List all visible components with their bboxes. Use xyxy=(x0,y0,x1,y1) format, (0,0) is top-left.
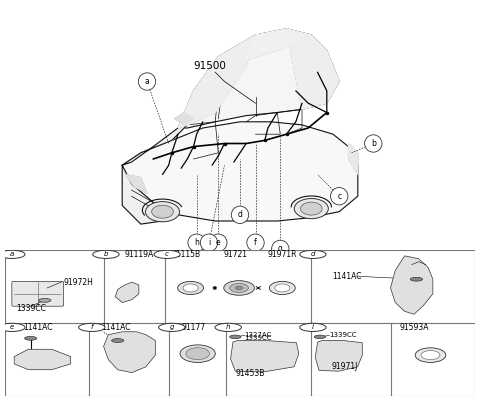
Circle shape xyxy=(154,250,180,258)
Circle shape xyxy=(215,323,241,332)
Circle shape xyxy=(410,277,422,281)
Polygon shape xyxy=(175,112,193,125)
Ellipse shape xyxy=(152,205,173,218)
Circle shape xyxy=(231,206,249,224)
Ellipse shape xyxy=(294,198,328,219)
Circle shape xyxy=(188,234,205,251)
Polygon shape xyxy=(391,256,433,314)
Circle shape xyxy=(210,234,227,251)
Text: f: f xyxy=(91,324,93,330)
Ellipse shape xyxy=(145,202,180,222)
Text: d: d xyxy=(311,251,315,257)
Text: f: f xyxy=(254,238,257,247)
Circle shape xyxy=(300,323,326,332)
Text: h: h xyxy=(194,238,199,247)
Ellipse shape xyxy=(180,345,216,362)
Polygon shape xyxy=(287,29,339,109)
Text: d: d xyxy=(238,210,242,219)
Text: b: b xyxy=(371,139,376,148)
Text: 91500: 91500 xyxy=(193,61,227,71)
Circle shape xyxy=(93,250,119,258)
Text: 1141AC: 1141AC xyxy=(332,272,361,281)
Polygon shape xyxy=(178,35,255,128)
Text: c: c xyxy=(337,192,341,201)
Text: g: g xyxy=(169,324,174,330)
Text: e: e xyxy=(216,238,221,247)
Circle shape xyxy=(111,339,124,342)
Circle shape xyxy=(24,336,37,340)
Polygon shape xyxy=(246,29,302,60)
Circle shape xyxy=(272,240,289,258)
Polygon shape xyxy=(125,174,147,193)
Polygon shape xyxy=(115,282,139,302)
Circle shape xyxy=(200,234,218,251)
Polygon shape xyxy=(122,165,172,224)
Ellipse shape xyxy=(275,284,290,292)
FancyBboxPatch shape xyxy=(12,281,63,306)
Text: 1339CC: 1339CC xyxy=(16,304,47,313)
Circle shape xyxy=(229,335,241,339)
Text: c: c xyxy=(165,251,169,257)
Ellipse shape xyxy=(178,281,204,294)
Text: h: h xyxy=(226,324,230,330)
Text: 1339CC: 1339CC xyxy=(245,335,272,341)
Circle shape xyxy=(138,73,156,90)
Text: g: g xyxy=(278,244,283,254)
Circle shape xyxy=(331,188,348,205)
Ellipse shape xyxy=(415,348,446,362)
Text: i: i xyxy=(208,238,210,247)
Circle shape xyxy=(365,135,382,152)
Polygon shape xyxy=(230,340,299,372)
Circle shape xyxy=(300,250,326,258)
Ellipse shape xyxy=(224,281,254,295)
Text: 91721: 91721 xyxy=(224,250,248,259)
Text: i: i xyxy=(312,324,314,330)
Text: 91971R: 91971R xyxy=(267,250,297,259)
Ellipse shape xyxy=(300,202,322,215)
Ellipse shape xyxy=(122,290,134,295)
Polygon shape xyxy=(104,332,156,373)
Circle shape xyxy=(0,250,25,258)
Circle shape xyxy=(314,335,325,339)
Text: a: a xyxy=(10,251,14,257)
Text: 91115B: 91115B xyxy=(172,250,201,259)
Ellipse shape xyxy=(186,348,209,360)
Text: 91453B: 91453B xyxy=(235,369,264,378)
Text: b: b xyxy=(104,251,108,257)
Text: e: e xyxy=(10,324,14,330)
Text: 1327AC: 1327AC xyxy=(245,332,272,338)
Text: 91119A: 91119A xyxy=(125,250,154,259)
Circle shape xyxy=(79,323,105,332)
Circle shape xyxy=(0,323,25,332)
Polygon shape xyxy=(178,29,339,128)
Polygon shape xyxy=(348,144,358,174)
Ellipse shape xyxy=(236,286,242,290)
Polygon shape xyxy=(122,125,187,165)
Text: 91177: 91177 xyxy=(181,323,205,332)
Ellipse shape xyxy=(229,284,249,292)
Text: 91972H: 91972H xyxy=(63,278,94,287)
Ellipse shape xyxy=(421,350,440,360)
Text: 1141AC: 1141AC xyxy=(24,323,53,332)
Ellipse shape xyxy=(183,284,198,292)
Circle shape xyxy=(158,323,185,332)
Polygon shape xyxy=(14,349,71,370)
Text: 1339CC: 1339CC xyxy=(329,332,357,338)
Circle shape xyxy=(39,298,51,302)
Polygon shape xyxy=(315,340,362,371)
Text: 91971J: 91971J xyxy=(332,362,358,370)
Text: 91593A: 91593A xyxy=(399,323,429,332)
Polygon shape xyxy=(122,122,358,221)
Text: a: a xyxy=(144,77,149,86)
Circle shape xyxy=(247,234,264,251)
Text: 1141AC: 1141AC xyxy=(101,323,131,332)
Ellipse shape xyxy=(269,281,295,294)
